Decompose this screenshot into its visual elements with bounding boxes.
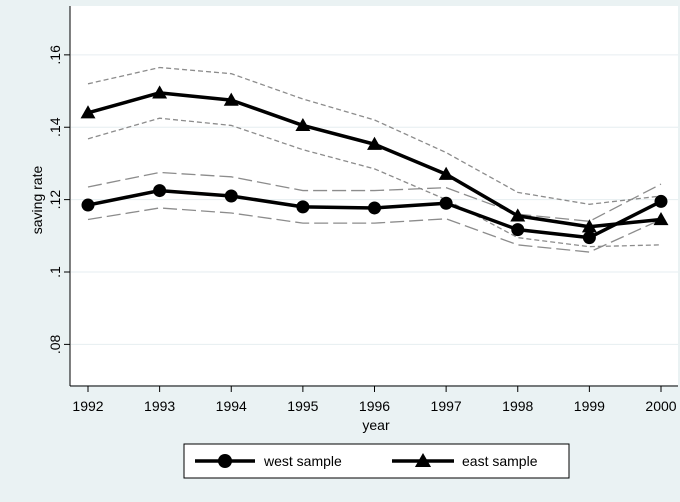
- data-point-triangle: [152, 85, 168, 99]
- confidence-band-lower: [87, 117, 662, 248]
- x-tick-label: 1998: [502, 398, 533, 414]
- y-tick-label: .14: [47, 117, 63, 137]
- confidence-band-upper: [87, 171, 662, 222]
- y-ticks: .08 .1 .12 .14 .16: [47, 45, 70, 354]
- legend-label: west sample: [263, 453, 342, 469]
- plot-area: [70, 6, 678, 385]
- data-point-triangle: [510, 208, 526, 222]
- x-tick-label: 1993: [144, 398, 175, 414]
- data-point-circle: [81, 198, 95, 212]
- x-tick-label: 1997: [431, 398, 462, 414]
- data-point-circle: [439, 196, 453, 210]
- data-point-circle: [582, 231, 596, 245]
- series-markers: [80, 85, 669, 245]
- gridlines: [71, 54, 678, 345]
- x-tick-label: 1994: [216, 398, 247, 414]
- y-tick-label: .08: [47, 334, 63, 354]
- data-point-triangle: [367, 136, 382, 150]
- data-point-circle: [224, 189, 238, 203]
- legend-label: east sample: [462, 453, 538, 469]
- data-point-circle: [511, 223, 525, 237]
- confidence-bands: [87, 66, 662, 253]
- legend: west sample east sample: [183, 443, 570, 479]
- data-point-triangle: [581, 219, 597, 233]
- x-ticks: 1992 1993 1994 1995 1996 1997 1998 1999 2000: [72, 386, 677, 414]
- x-tick-label: 1995: [287, 398, 318, 414]
- legend-marker-triangle: [414, 452, 432, 468]
- data-point-triangle: [438, 166, 454, 180]
- x-tick-label: 1992: [72, 398, 103, 414]
- data-point-circle: [654, 194, 668, 208]
- confidence-band-upper: [87, 66, 662, 205]
- x-axis-title: year: [362, 417, 390, 433]
- data-point-circle: [153, 184, 167, 198]
- data-point-triangle: [80, 105, 96, 119]
- x-tick-label: 1996: [359, 398, 390, 414]
- legend-marker-circle: [218, 454, 232, 468]
- x-tick-label: 1999: [574, 398, 605, 414]
- y-tick-label: .16: [47, 45, 63, 65]
- confidence-band-lower: [87, 207, 662, 253]
- y-tick-label: .1: [47, 266, 63, 278]
- data-point-circle: [368, 201, 381, 215]
- x-tick-label: 2000: [645, 398, 676, 414]
- data-point-triangle: [653, 212, 669, 226]
- data-point-triangle: [295, 117, 311, 132]
- y-tick-label: .12: [47, 190, 63, 210]
- data-point-triangle: [223, 92, 239, 106]
- data-point-circle: [296, 200, 310, 214]
- y-axis-title: saving rate: [29, 166, 45, 235]
